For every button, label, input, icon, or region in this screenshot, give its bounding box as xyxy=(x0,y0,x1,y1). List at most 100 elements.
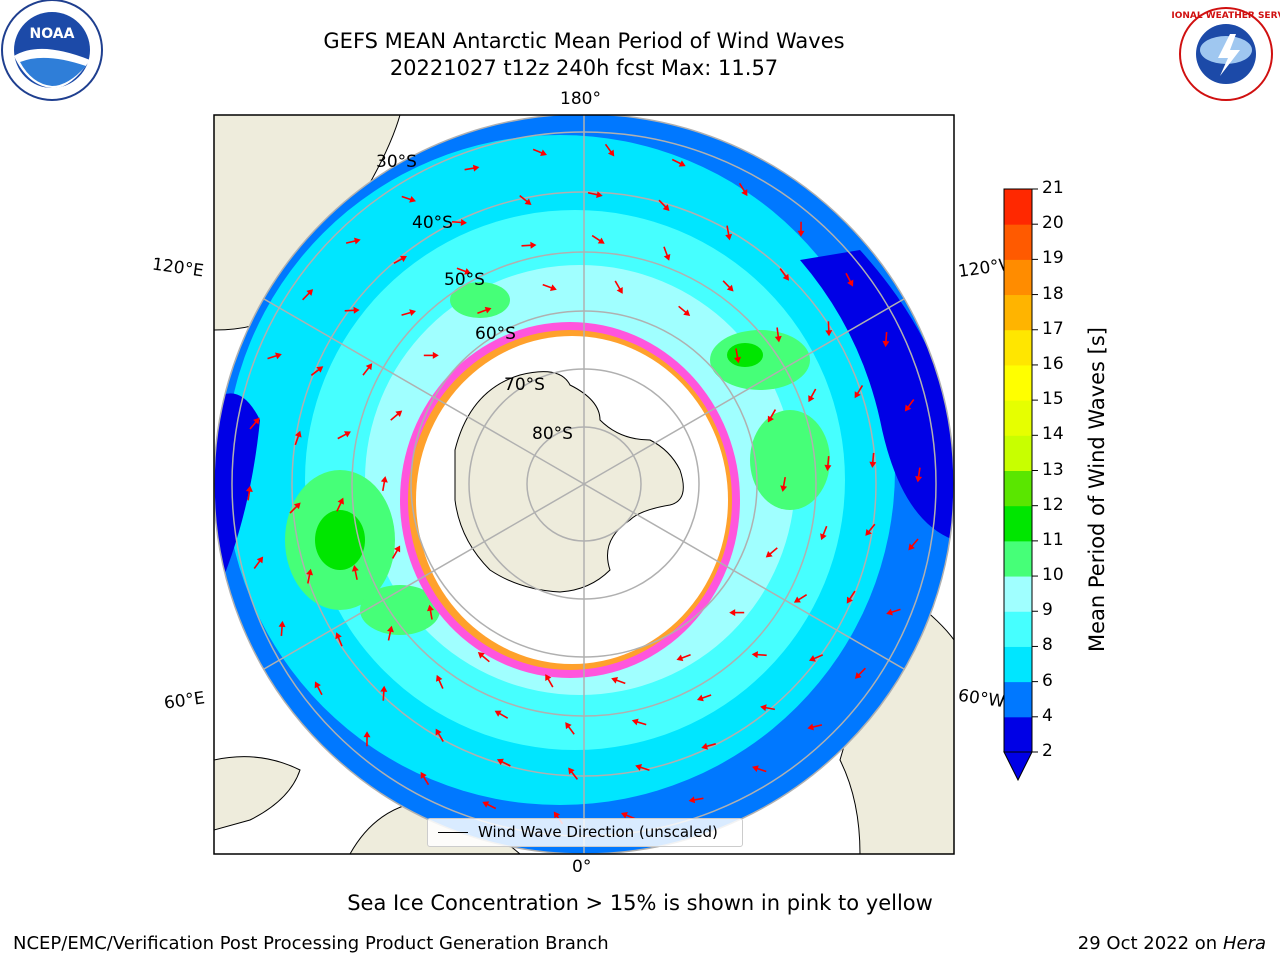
wave-direction-arrow xyxy=(774,327,782,343)
wave-direction-arrow xyxy=(380,476,388,492)
wave-direction-arrow xyxy=(393,255,407,265)
colorbar-tick-label: 6 xyxy=(1042,670,1053,691)
colorbar-tick-label: 17 xyxy=(1042,318,1064,339)
noaa-logo: NOAA xyxy=(1,0,103,101)
wave-direction-arrow xyxy=(725,225,733,241)
wave-direction-arrow xyxy=(869,452,877,468)
wave-direction-arrow xyxy=(808,654,824,662)
legend: Wind Wave Direction (unscaled) xyxy=(427,818,743,847)
colorbar-segment xyxy=(1004,540,1032,577)
wave-direction-arrow xyxy=(631,718,647,726)
wave-direction-arrow xyxy=(545,674,554,688)
wave-direction-arrow xyxy=(722,280,734,292)
wave-direction-arrow xyxy=(688,796,704,804)
colorbar-segment xyxy=(1004,576,1032,612)
caption: Sea Ice Concentration > 15% is shown in … xyxy=(347,891,933,915)
wave-direction-arrow xyxy=(797,221,805,237)
wave-direction-arrow xyxy=(808,388,817,403)
wave-direction-arrow xyxy=(591,234,605,244)
colorbar-segment xyxy=(1004,259,1032,296)
colorbar-segment xyxy=(1004,716,1032,753)
colorbar-segment xyxy=(1004,681,1032,718)
colorbar-label: Mean Period of Wind Waves [s] xyxy=(1085,327,1109,652)
colorbar-segment xyxy=(1004,611,1032,647)
wave-direction-arrow xyxy=(729,609,745,617)
wave-direction-arrow xyxy=(477,306,492,314)
colorbar-tick-label: 8 xyxy=(1042,635,1053,656)
wave-direction-arrow xyxy=(663,246,671,261)
wave-direction-arrow xyxy=(420,771,430,786)
footer-host: Hera xyxy=(1222,933,1266,954)
wave-direction-arrow xyxy=(614,280,623,294)
wave-direction-arrow xyxy=(391,545,401,559)
lon-label-180: 180° xyxy=(560,89,601,109)
wave-direction-arrow xyxy=(793,593,808,603)
wave-direction-arrow xyxy=(451,218,467,226)
lat-label-40s: 40°S xyxy=(412,213,453,233)
wave-direction-arrow xyxy=(734,348,741,364)
colorbar-tick-label: 16 xyxy=(1042,353,1064,374)
antarctica xyxy=(454,371,684,593)
wave-direction-arrow xyxy=(825,321,833,337)
wave-direction-arrow xyxy=(696,694,712,702)
colorbar-tick-label: 18 xyxy=(1042,283,1064,304)
wave-direction-arrow xyxy=(854,667,866,679)
wave-direction-arrow xyxy=(427,604,434,620)
wave-direction-arrow xyxy=(456,267,471,275)
colorbar-tick-label: 12 xyxy=(1042,494,1064,515)
wave-direction-arrow xyxy=(767,409,777,423)
colorbar-tick-label: 11 xyxy=(1042,529,1064,550)
colorbar-segment xyxy=(1004,224,1032,260)
colorbar-tick-label: 19 xyxy=(1042,248,1064,269)
wave-direction-arrow xyxy=(387,625,394,641)
colorbar-tick-label: 10 xyxy=(1042,565,1064,586)
wave-direction-arrow xyxy=(824,456,832,472)
wave-direction-arrow xyxy=(249,417,260,430)
lat-label-70s: 70°S xyxy=(504,375,545,395)
wave-direction-arrow xyxy=(658,199,670,211)
wave-direction-arrow xyxy=(380,685,388,701)
wave-direction-arrow xyxy=(267,352,282,360)
wave-direction-arrow xyxy=(751,651,767,659)
colorbar-segment xyxy=(1004,435,1032,471)
wave-direction-arrow xyxy=(820,525,828,541)
wave-direction-arrow xyxy=(568,767,579,780)
colorbar-tick-label: 4 xyxy=(1042,705,1053,726)
wave-direction-arrow xyxy=(423,351,439,359)
lat-label-60s: 60°S xyxy=(475,324,516,344)
wave-direction-arrow xyxy=(344,306,360,314)
wave-direction-arrow xyxy=(587,191,603,199)
wave-direction-arrow xyxy=(496,758,511,767)
wave-direction-arrow xyxy=(886,608,901,616)
wave-direction-arrow xyxy=(904,398,915,412)
wave-direction-arrow xyxy=(289,502,301,514)
colorbar-segment xyxy=(1004,364,1032,401)
wave-direction-arrow xyxy=(865,523,876,536)
wave-direction-arrow xyxy=(435,728,444,742)
chart-subtitle: 20221027 t12z 240h fcst Max: 11.57 xyxy=(389,56,779,80)
wave-direction-arrow xyxy=(482,801,497,810)
colorbar-segment xyxy=(1004,505,1032,542)
wave-direction-arrow xyxy=(351,565,359,580)
colorbar-tick-label: 13 xyxy=(1042,459,1064,480)
wave-direction-arrow xyxy=(532,148,547,156)
wave-direction-arrow xyxy=(565,722,575,735)
wave-direction-arrow xyxy=(245,485,253,501)
wave-direction-arrow xyxy=(807,723,823,731)
wave-direction-arrow xyxy=(604,143,615,157)
wave-direction-arrow xyxy=(306,568,314,584)
colorbar-segment xyxy=(1004,400,1032,436)
wave-direction-arrow xyxy=(635,764,650,771)
lat-label-80s: 80°S xyxy=(532,424,573,444)
wave-direction-arrow xyxy=(314,681,323,696)
lat-label-30s: 30°S xyxy=(376,152,417,172)
colorbar-segment xyxy=(1004,470,1032,507)
wave-direction-arrow xyxy=(765,547,778,558)
wave-direction-arrow xyxy=(435,674,444,689)
wave-direction-arrow xyxy=(337,431,351,440)
colorbar-tick-label: 14 xyxy=(1042,424,1064,445)
wave-direction-arrow xyxy=(477,652,490,663)
wave-direction-arrow xyxy=(701,742,716,750)
wave-direction-arrow xyxy=(494,710,509,719)
